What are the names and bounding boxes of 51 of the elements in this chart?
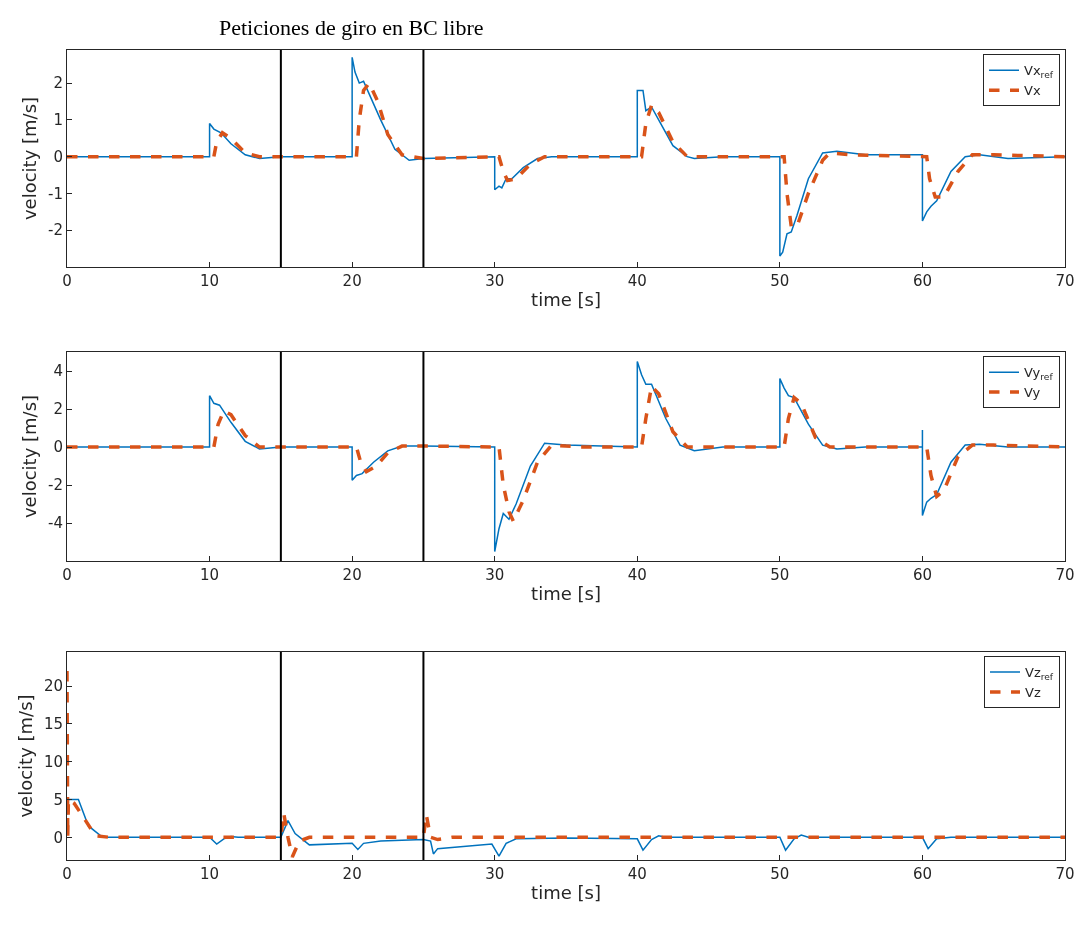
x-tick-label: 10 [200, 272, 220, 290]
legend-label: Vz [1025, 685, 1041, 701]
y-tick-label: -2 [48, 476, 63, 495]
x-tick-label: 20 [342, 272, 362, 290]
chart-title: Peticiones de giro en BC libre [219, 15, 484, 40]
legend-label: Vz$_{ref}$ [1025, 665, 1054, 682]
x-tick-label: 60 [912, 272, 932, 290]
y-tick-label: 0 [53, 828, 63, 847]
y-tick-label: -1 [48, 184, 63, 203]
x-tick-label: 20 [342, 865, 362, 883]
x-axis-title: time [s] [531, 882, 601, 904]
x-tick-label: 10 [200, 566, 220, 584]
x-tick-label: 40 [627, 566, 647, 584]
legend-label: Vy [1024, 385, 1041, 401]
x-axis-title: time [s] [531, 289, 601, 311]
y-tick-label: 2 [53, 74, 63, 93]
y-tick-label: 0 [53, 147, 63, 166]
x-tick-label: 70 [1055, 272, 1075, 290]
y-tick-label: 4 [53, 362, 63, 381]
x-tick-label: 60 [912, 566, 932, 584]
legend-label: Vy$_{ref}$ [1024, 365, 1054, 382]
y-tick-label: 10 [43, 752, 63, 771]
x-tick-label: 10 [200, 865, 220, 883]
legend-label: Vx$_{ref}$ [1024, 63, 1054, 81]
y-tick-label: -2 [48, 221, 63, 240]
x-tick-label: 30 [485, 272, 505, 290]
x-tick-label: 30 [485, 566, 505, 584]
y-tick-label: 0 [53, 438, 63, 457]
x-tick-label: 40 [627, 865, 647, 883]
line-series [67, 669, 1065, 859]
legend-label: Vx [1024, 83, 1041, 99]
x-tick-label: 70 [1055, 865, 1075, 883]
x-tick-label: 50 [770, 865, 790, 883]
y-tick-label: 5 [53, 790, 63, 809]
line-series [67, 81, 1065, 229]
x-tick-label: 50 [770, 272, 790, 290]
x-tick-label: 60 [912, 865, 932, 883]
y-axis-title: velocity [m/s] [19, 96, 41, 221]
y-tick-label: 1 [53, 111, 63, 130]
y-tick-label: 15 [43, 715, 63, 734]
y-tick-label: 20 [43, 677, 63, 696]
x-tick-label: 20 [342, 566, 362, 584]
x-tick-label: 50 [770, 566, 790, 584]
y-axis-title: velocity [m/s] [15, 694, 37, 818]
x-axis-title: time [s] [531, 583, 601, 605]
x-tick-label: 40 [627, 272, 647, 290]
y-tick-label: 2 [53, 400, 63, 419]
y-tick-label: -4 [48, 514, 63, 533]
x-tick-label: 70 [1055, 566, 1075, 584]
x-tick-label: 30 [485, 865, 505, 883]
y-axis-title: velocity [m/s] [19, 394, 41, 519]
